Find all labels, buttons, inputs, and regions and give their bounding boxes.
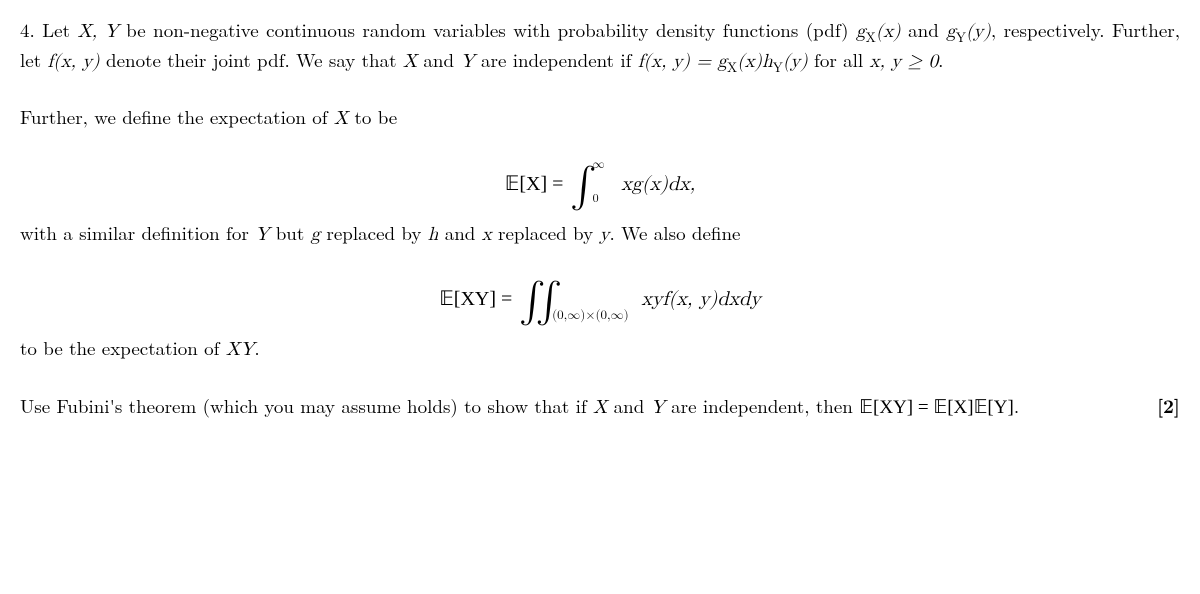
text: and [438,219,481,246]
math-x: x [482,225,492,244]
text: for all [808,46,870,73]
text: Use Fubini's theorem (which you may assu… [20,392,593,419]
math-Y: Y [460,52,474,71]
math-gY: gY(y) [946,22,991,41]
paragraph-3: with a similar definition for Y but g re… [20,219,1180,249]
math-g: g [311,225,321,244]
math-X: X [593,398,607,417]
math-gX: gX(x) [856,22,901,41]
text: . [1014,392,1019,419]
math-Y: Y [651,398,665,417]
double-integral-sign: ∫∫ [519,281,552,321]
text: to be the expectation of [20,334,226,361]
paragraph-5: Use Fubini's theorem (which you may assu… [20,392,1180,422]
paragraph-4: to be the expectation of XY. [20,334,1180,364]
text: be non-negative continuous random variab… [119,16,856,43]
math-result: 𝔼[XY] = 𝔼[X]𝔼[Y] [859,397,1014,418]
text: . [938,46,943,73]
marks-badge: [2] [1157,392,1180,420]
math-XYprod: XY [226,340,255,359]
math-X: X [403,52,417,71]
text: are independent if [475,46,638,73]
text: to be [348,103,397,130]
math-X: X [334,109,348,128]
text: . We also define [609,219,740,246]
text: replaced by [320,219,428,246]
math-xyge0: x, y ≥ 0 [870,52,939,71]
text: are independent, then [665,392,859,419]
text: denote their joint pdf. We say that [100,46,403,73]
paragraph-1: 4. Let X, Y be non-negative continuous r… [20,16,1180,75]
text: and [607,392,650,419]
equation-EXY: 𝔼[XY] = ∫∫(0,∞)×(0,∞) xyf(x, y)dxdy [20,264,1180,322]
text: . [254,334,259,361]
math-indep: f(x, y) = gX(x)hY(y) [638,52,808,71]
text: and [901,16,947,43]
text: but [269,219,310,246]
text: replaced by [492,219,600,246]
math-h: h [428,225,439,244]
math-Y: Y [255,225,269,244]
text: Further, we define the expectation of [20,103,334,130]
math-XY: X, Y [77,22,118,41]
text: 4. Let [20,16,77,43]
equation-EX: 𝔼[X] = ∫∞0 xg(x)dx, [20,149,1180,207]
text: and [417,46,460,73]
text: with a similar definition for [20,219,255,246]
paragraph-2: Further, we define the expectation of X … [20,103,1180,133]
math-fxy: f(x, y) [47,52,99,71]
math-y: y [599,225,609,244]
